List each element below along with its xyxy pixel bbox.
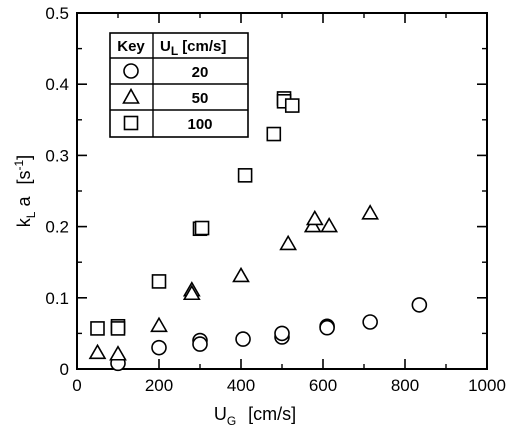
legend: Key UL [cm/s] 20 50 100 <box>109 32 249 138</box>
data-point-circle <box>274 325 290 342</box>
y-axis-label-close: ] <box>14 155 34 160</box>
data-point-circle <box>319 319 335 336</box>
y-axis-label-rest: a <box>14 196 34 212</box>
data-point-triangle <box>232 266 250 283</box>
legend-header-key: Key <box>117 38 145 55</box>
data-point-square <box>237 168 253 183</box>
x-axis-label-sub: G <box>227 414 236 428</box>
legend-circle-marker <box>123 63 139 79</box>
y-axis-label-sub: L <box>24 211 38 218</box>
data-point-circle <box>362 314 378 330</box>
y-tick-label: 0.3 <box>45 146 69 165</box>
legend-header-unit: [cm/s] <box>182 38 226 55</box>
data-point-triangle <box>279 234 298 251</box>
data-point-triangle <box>305 209 324 226</box>
data-points <box>88 91 428 372</box>
legend-header-u: U <box>160 38 171 55</box>
data-point-triangle <box>361 204 380 220</box>
data-point-square <box>110 321 126 336</box>
data-point-triangle <box>320 216 339 233</box>
x-tick-label: 0 <box>72 376 81 395</box>
legend-header-u-sub: L <box>171 44 178 58</box>
x-axis-label-unit: [cm/s] <box>248 404 296 424</box>
y-tick-label: 0 <box>60 360 69 379</box>
x-tick-label: 1000 <box>468 376 506 395</box>
x-tick-label: 400 <box>227 376 255 395</box>
y-axis-label-unit: [s <box>14 170 34 184</box>
legend-header-ul: UL [cm/s] <box>160 38 226 58</box>
data-point-triangle <box>88 343 107 360</box>
axis-tick-labels: 0 200 400 600 800 1000 0 0.1 0.2 0.3 0.4 0.5 <box>45 4 506 395</box>
x-axis-label: UG [cm/s] <box>214 404 296 428</box>
legend-square-marker <box>123 115 139 131</box>
y-axis-label-main: k <box>14 217 34 227</box>
data-point-square <box>284 98 300 113</box>
data-point-circle <box>192 336 208 352</box>
legend-label-50: 50 <box>192 90 209 107</box>
y-axis-label: kL a [s-1] <box>12 155 38 227</box>
data-point-circle <box>411 297 428 313</box>
data-point-circle <box>235 331 251 347</box>
y-tick-label: 0.4 <box>45 75 69 94</box>
data-point-square <box>90 321 105 336</box>
data-point-square <box>194 220 210 236</box>
x-tick-label: 600 <box>309 376 337 395</box>
legend-triangle-marker <box>122 87 140 104</box>
legend-label-20: 20 <box>192 64 209 81</box>
y-tick-label: 0.2 <box>45 218 69 237</box>
data-point-triangle <box>182 284 201 301</box>
data-point-circle <box>151 339 167 356</box>
x-tick-label: 200 <box>145 376 173 395</box>
y-axis-label-sup: -1 <box>12 159 26 170</box>
y-tick-label: 0.5 <box>45 4 69 23</box>
x-axis-label-main: U <box>214 404 227 424</box>
data-point-triangle <box>109 345 127 361</box>
y-tick-label: 0.1 <box>45 289 69 308</box>
data-point-square <box>151 274 167 289</box>
x-tick-label: 800 <box>391 376 419 395</box>
data-point-square <box>266 126 282 142</box>
data-point-triangle <box>150 316 168 333</box>
legend-label-100: 100 <box>187 116 212 133</box>
